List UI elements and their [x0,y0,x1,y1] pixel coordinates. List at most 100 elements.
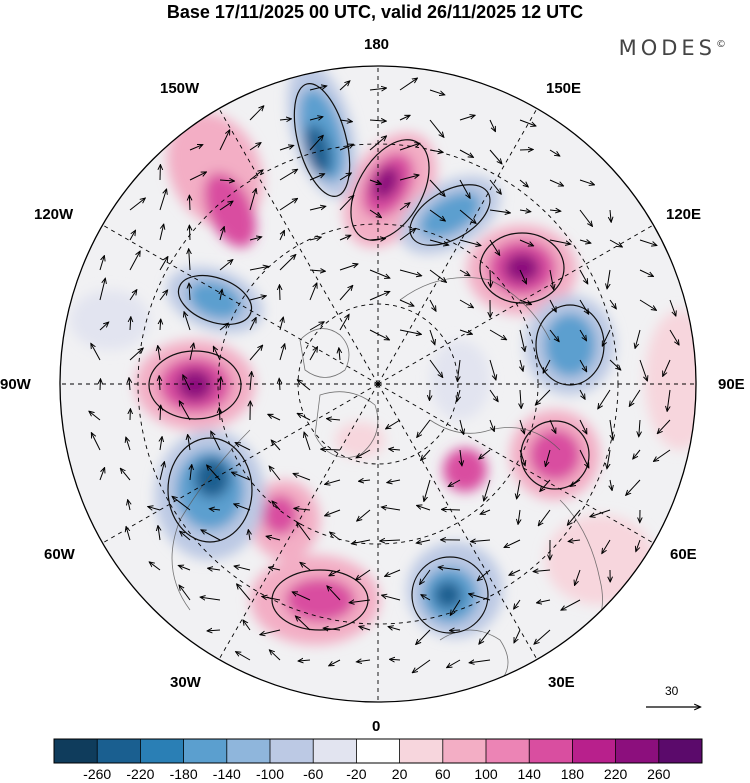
wind-vector [457,389,460,401]
wind-vector [369,239,385,240]
wind-vector [309,117,322,120]
wind-vector [294,508,311,510]
wind-vector [369,329,389,340]
wind-vector [269,567,281,570]
wind-vector [329,569,341,576]
pos-anomaly-middle-east [545,515,655,605]
wind-vector [279,119,291,120]
colorbar-tick-label: -180 [169,766,198,782]
wind-vector [309,283,317,301]
wind-vector [489,359,496,380]
colorbar-swatch [356,739,401,763]
wind-vector [339,236,350,241]
meridian-line [102,383,379,544]
wind-vector [179,586,191,601]
wind-vector [325,479,341,484]
meridian-line [377,108,538,385]
wind-vector [249,346,262,361]
wind-vector [309,347,317,361]
wind-vector [180,532,191,541]
wind-vector [211,432,221,451]
wind-vector [236,652,251,661]
wind-vector [636,539,641,551]
colorbar [53,738,703,764]
wind-vector [189,196,190,211]
wind-vector [180,401,191,421]
lon-label-90w: 90W [0,376,31,393]
wind-vector [189,284,190,301]
wind-vector [309,86,326,91]
wind-vector [160,406,161,421]
wind-vector [294,474,311,481]
wind-vector [489,329,506,340]
wind-vector [420,569,431,584]
lon-label-60e: 60E [670,546,697,563]
wind-vector [129,198,145,211]
wind-vector [201,530,221,541]
wind-vector [219,180,234,181]
height-contour [479,232,565,304]
lon-label-60w: 60W [44,546,75,563]
lon-label-180: 180 [364,36,390,53]
wind-vector [236,443,251,451]
wind-vector [417,540,431,543]
colorbar-tick-label: -220 [126,766,155,782]
wind-vector [339,81,350,91]
wind-vector [639,269,653,276]
wind-vector [609,299,616,308]
wind-vector [219,227,224,241]
pos-anomaly-siberia-max [504,253,540,283]
pos-anomaly-far-east [645,310,696,450]
colorbar-swatch [658,739,703,763]
colorbar-swatch [615,739,660,763]
wind-vector [519,299,531,304]
wind-vector [210,509,221,510]
pos-anomaly-n-atlantic-core [285,578,355,622]
meridian-line [218,383,379,660]
wind-vector [609,239,622,247]
wind-vector [520,389,521,408]
wind-vector [189,226,190,241]
wind-vector [99,322,108,331]
anomaly-field [60,66,696,702]
wind-vector [469,594,491,601]
wind-vector [369,292,389,301]
wind-vector [450,630,461,631]
wind-vector [549,419,556,433]
wind-vector [460,449,462,465]
wind-vector [214,347,221,361]
wind-vector [439,567,461,570]
wind-vector [324,628,341,630]
wind-vector [610,479,612,490]
wind-vector [579,240,590,243]
wind-vector [575,569,581,585]
wind-vector [635,329,641,348]
wind-vector [549,179,563,186]
wind-vector [534,570,551,572]
wind-vector [579,329,586,340]
colorbar-tick-label: 140 [517,766,541,782]
wind-vector [549,269,554,289]
colorbar-tick-label: 60 [435,766,451,782]
wind-vector [189,344,194,361]
wind-vector [481,509,491,514]
wind-vector [100,379,101,391]
wind-vector [159,376,160,391]
wind-vector [159,225,164,241]
lon-label-120w: 120W [34,206,74,223]
wind-vector [610,209,611,222]
wind-vector [471,540,491,542]
wind-vector [129,348,143,361]
wind-vector [489,210,510,213]
wind-vector [159,462,164,481]
wind-vector [369,269,389,278]
lon-label-0: 0 [372,718,381,735]
wind-vector [327,586,341,601]
pos-anomaly-n-pacific-max [372,166,400,200]
wind-vector [569,540,581,541]
wind-vector [429,239,448,245]
wind-vector [429,329,435,344]
pos-anomaly-ne-pacific-core [203,172,257,248]
wind-vector [279,231,284,241]
map-title: Base 17/11/2025 00 UTC, valid 26/11/2025… [166,2,584,22]
